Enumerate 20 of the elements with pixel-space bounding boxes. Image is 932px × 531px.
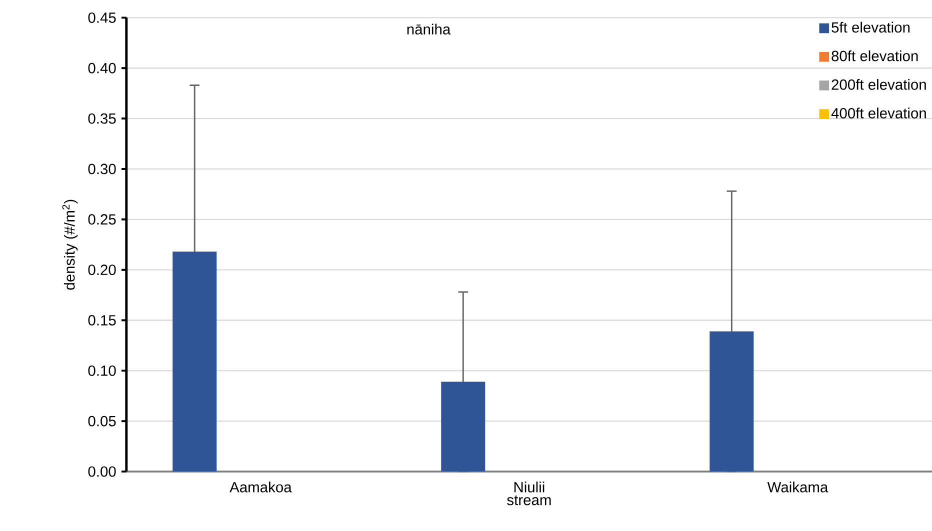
- y-tick-label: 0.25: [88, 214, 116, 224]
- chart-title: nāniha: [407, 23, 451, 34]
- legend-label: 80ft elevation: [832, 50, 918, 61]
- x-tick-label: Waikama: [767, 481, 828, 492]
- x-axis-title: stream: [507, 495, 551, 505]
- legend-label: 5ft elevation: [832, 22, 910, 32]
- y-tick-label: 0.35: [88, 113, 116, 124]
- x-tick-label: Niulii: [514, 481, 544, 492]
- y-tick-label: 0.45: [88, 12, 116, 23]
- y-tick-label: 0.20: [88, 264, 116, 275]
- legend-label: 200ft elevation: [832, 78, 926, 90]
- x-tick-label: Aamakoa: [230, 481, 292, 492]
- y-tick-label: 0.10: [88, 365, 116, 376]
- y-axis-title: density (#/m$^{2}$): [62, 200, 78, 290]
- y-tick-label: 0.40: [88, 62, 116, 74]
- y-tick-label: 0.15: [88, 314, 116, 326]
- y-tick-label: 0.05: [88, 416, 116, 426]
- legend-label: 400ft elevation: [831, 107, 926, 118]
- y-tick-label: 0.00: [88, 466, 116, 477]
- y-tick-label: 0.30: [88, 164, 116, 174]
